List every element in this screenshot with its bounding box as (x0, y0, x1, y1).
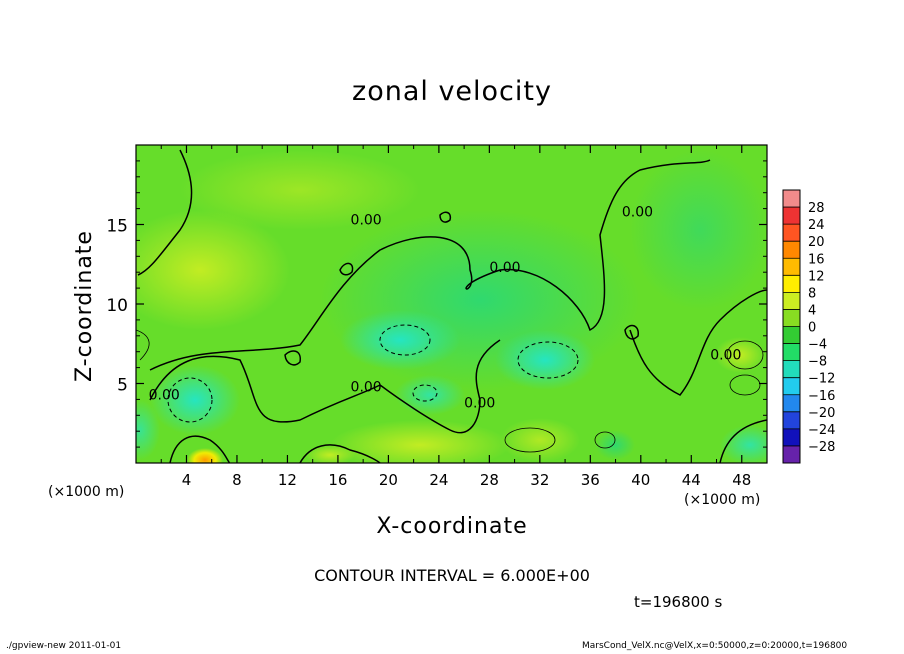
colorbar: 28 24 20 16 12 8 4 0 −4 −8 −12 −16 −20 −24 −28 (782, 189, 835, 464)
x-axis-label: X-coordinate (376, 514, 528, 539)
x-tick-label: 24 (429, 471, 448, 489)
contour-zero-mid (149, 159, 711, 371)
colorbar-label: 0 (808, 321, 816, 336)
x-tick-label: 28 (480, 471, 499, 489)
colorbar-label: 16 (808, 252, 825, 267)
colorbar-label: −20 (808, 406, 835, 421)
contour-lines (137, 149, 767, 463)
colorbar-swatch (783, 190, 800, 208)
contour-thin (136, 329, 764, 453)
contour-interval: CONTOUR INTERVAL = 6.000E+00 (314, 566, 590, 585)
x-unit-right: (×1000 m) (684, 492, 761, 508)
x-tick-label: 44 (682, 471, 701, 489)
contour-dashed (167, 324, 579, 423)
colorbar-swatch (783, 360, 800, 379)
contour-label: 0.00 (351, 213, 382, 229)
contour-zero-low (149, 339, 501, 434)
colorbar-swatch (783, 411, 800, 430)
colorbar-swatch (783, 394, 800, 413)
y-axis-label: Z-coordinate (72, 230, 97, 382)
contour-bottom-left (169, 435, 231, 463)
time-label: t=196800 s (634, 593, 723, 611)
x-tick-label: 36 (581, 471, 600, 489)
heatmap-field (136, 145, 767, 463)
x-tick-label: 48 (732, 471, 751, 489)
x-tick-label: 16 (328, 471, 347, 489)
colorbar-label: −24 (808, 423, 835, 438)
contour-label: 0.00 (489, 260, 520, 276)
colorbar-label: 20 (808, 235, 825, 250)
contour-small-4 (439, 211, 452, 223)
footer-left: ./gpview-new 2011-01-01 (6, 641, 122, 651)
x-tick-label: 40 (631, 471, 650, 489)
contour-zero-right (629, 289, 767, 396)
colorbar-swatch (783, 445, 800, 464)
colorbar-swatch (783, 309, 800, 327)
colorbar-label: −16 (808, 389, 835, 404)
colorbar-swatch (783, 241, 800, 259)
colorbar-swatch (783, 224, 800, 242)
x-tick-label: 8 (232, 471, 242, 489)
colorbar-label: −28 (808, 440, 835, 455)
colorbar-label: 12 (808, 269, 825, 284)
colorbar-label: −12 (808, 372, 835, 387)
contour-label: 0.00 (622, 205, 653, 221)
x-axis-ticks: 4 8 12 16 20 24 28 32 36 40 44 48 (160, 145, 751, 489)
footer-right: MarsCond_VelX.nc@VelX,x=0:50000,z=0:2000… (582, 641, 848, 651)
colorbar-swatch (783, 258, 800, 276)
y-axis-ticks: 5 10 15 (106, 160, 767, 448)
chart-title: zonal velocity (352, 76, 552, 107)
contour-label: 0.00 (351, 379, 382, 395)
x-tick-label: 20 (379, 471, 398, 489)
x-tick-label: 32 (530, 471, 549, 489)
colorbar-swatch (783, 428, 800, 447)
y-tick-label: 5 (117, 376, 128, 396)
contour-label: 0.00 (149, 387, 180, 403)
contour-bottom-right (719, 419, 767, 463)
colorbar-swatch (783, 377, 800, 396)
colorbar-swatch (783, 275, 800, 293)
y-tick-label: 15 (106, 217, 128, 237)
colorbar-label: −8 (808, 355, 827, 370)
colorbar-label: 24 (808, 218, 825, 233)
y-tick-label: 10 (106, 296, 128, 316)
colorbar-label: 28 (808, 201, 825, 216)
colorbar-swatch (783, 343, 800, 362)
colorbar-label: −4 (808, 338, 827, 353)
x-tick-label: 4 (182, 471, 192, 489)
colorbar-label: 8 (808, 286, 816, 301)
contour-small-2 (284, 350, 301, 366)
x-unit-left: (×1000 m) (48, 484, 125, 500)
colorbar-swatch (783, 292, 800, 310)
contour-bottom-mid (299, 444, 381, 463)
contour-small-3 (624, 324, 639, 340)
colorbar-swatch (783, 326, 800, 345)
contour-zero-upper (137, 149, 193, 276)
colorbar-swatch (783, 207, 800, 225)
x-tick-label: 12 (278, 471, 297, 489)
contour-label: 0.00 (464, 395, 495, 411)
contour-labels: 0.00 0.00 0.00 0.00 0.00 0.00 0.00 (149, 205, 742, 412)
contour-label: 0.00 (710, 348, 741, 364)
contour-small-1 (339, 262, 354, 276)
colorbar-label: 4 (808, 303, 816, 318)
